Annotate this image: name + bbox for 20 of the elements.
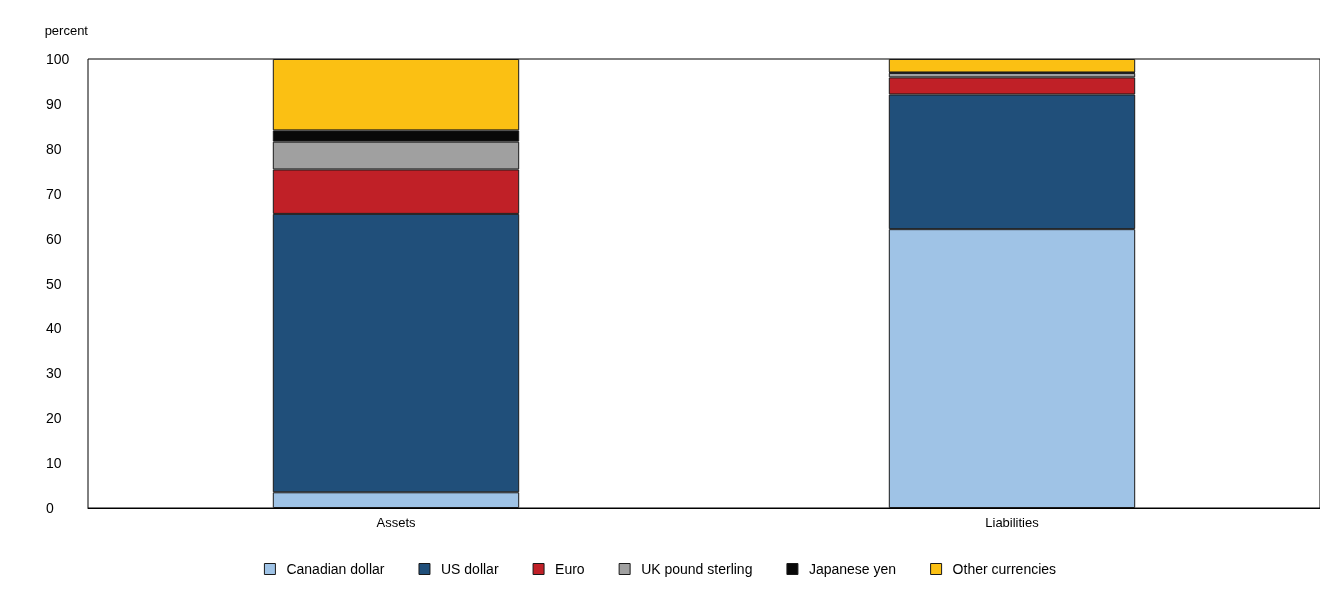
y-tick-label: 30	[46, 365, 62, 382]
y-tick-label: 90	[46, 95, 62, 112]
y-tick-label: 70	[46, 185, 62, 202]
y-tick-label: 60	[46, 230, 62, 247]
x-tick-label: Liabilities	[985, 515, 1040, 530]
y-tick-label: 10	[46, 455, 62, 472]
legend-label: Euro	[555, 561, 585, 577]
y-tick-label: 80	[46, 140, 62, 157]
legend-label: Japanese yen	[808, 561, 897, 577]
y-tick-label: 0	[46, 500, 54, 516]
y-axis-title: percent	[44, 23, 89, 38]
legend-label: US dollar	[440, 561, 499, 577]
legend-label: Canadian dollar	[286, 561, 385, 577]
legend-label: Other currencies	[952, 561, 1057, 577]
y-tick-label: 50	[46, 275, 62, 292]
legend-label: UK pound sterling	[641, 561, 753, 577]
y-tick-label: 40	[46, 320, 62, 337]
y-tick-label: 100	[46, 51, 70, 67]
y-tick-label: 20	[46, 410, 62, 427]
x-tick-label: Assets	[376, 515, 416, 530]
